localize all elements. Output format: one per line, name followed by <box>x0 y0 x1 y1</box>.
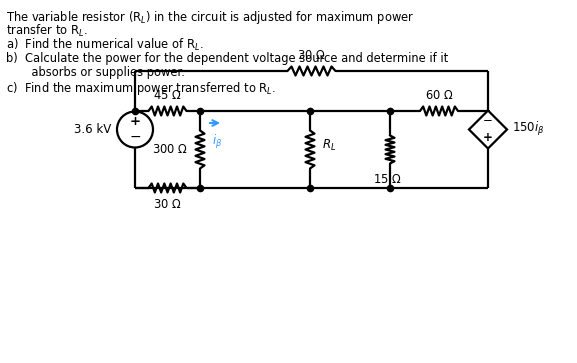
Text: 150$i_\beta$: 150$i_\beta$ <box>512 121 545 139</box>
Text: $i_\beta$: $i_\beta$ <box>212 133 222 151</box>
Text: c)  Find the maximum power transferred to R$_L$.: c) Find the maximum power transferred to… <box>6 80 276 97</box>
Text: 15 $\Omega$: 15 $\Omega$ <box>373 173 401 186</box>
Text: a)  Find the numerical value of R$_L$.: a) Find the numerical value of R$_L$. <box>6 37 204 53</box>
Text: 60 $\Omega$: 60 $\Omega$ <box>425 89 454 102</box>
Text: b)  Calculate the power for the dependent voltage source and determine if it: b) Calculate the power for the dependent… <box>6 52 448 65</box>
Text: −: − <box>129 130 141 143</box>
Text: The variable resistor (R$_L$) in the circuit is adjusted for maximum power: The variable resistor (R$_L$) in the cir… <box>6 9 414 26</box>
Text: +: + <box>129 115 141 128</box>
Text: absorbs or supplies power.: absorbs or supplies power. <box>6 66 185 79</box>
Text: transfer to R$_L$.: transfer to R$_L$. <box>6 23 88 39</box>
Text: 300 $\Omega$: 300 $\Omega$ <box>152 143 188 156</box>
Text: 45 $\Omega$: 45 $\Omega$ <box>153 89 182 102</box>
Text: 3.6 kV: 3.6 kV <box>74 123 111 136</box>
Text: $R_L$: $R_L$ <box>322 138 336 153</box>
Text: 30 $\Omega$: 30 $\Omega$ <box>153 198 182 211</box>
Text: 30 $\Omega$: 30 $\Omega$ <box>297 49 326 62</box>
Text: −: − <box>483 114 493 127</box>
Text: +: + <box>483 131 493 144</box>
